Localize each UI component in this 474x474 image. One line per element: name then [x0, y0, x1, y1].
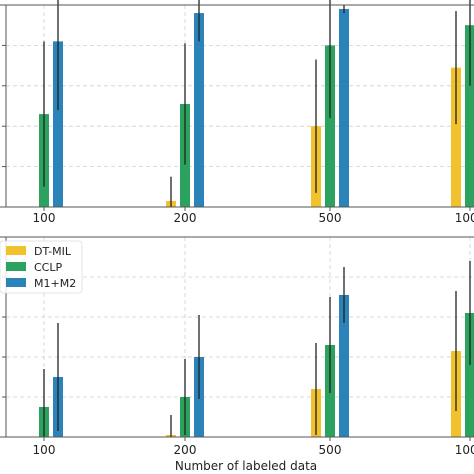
bar-m1-m2-100	[53, 41, 63, 207]
bar-cclp-500	[325, 45, 335, 208]
x-tick-label-100: 100	[33, 443, 56, 457]
bottom-bar-chart: 100 200 500 1000	[0, 236, 474, 457]
legend: DT-MIL CCLP M1+M2	[0, 240, 83, 294]
x-tick-label-500: 500	[319, 443, 342, 457]
legend-label-1: CCLP	[34, 261, 62, 274]
legend-label-2: M1+M2	[34, 277, 76, 290]
legend-swatch-1	[6, 262, 26, 271]
x-tick-label-200: 200	[174, 443, 197, 457]
legend-swatch-0	[6, 246, 26, 255]
top-bar-chart: 100 200 500 1000	[0, 0, 474, 225]
bar-m1-m2-500	[339, 295, 349, 437]
x-tick-label-200: 200	[174, 211, 197, 225]
x-tick-label-1000: 1000	[455, 211, 474, 225]
x-tick-label-500: 500	[319, 211, 342, 225]
legend-swatch-2	[6, 278, 26, 287]
bar-cclp-1000	[465, 313, 474, 437]
bar-cclp-1000	[465, 25, 474, 208]
bar-m1-m2-500	[339, 9, 349, 208]
x-axis-label: Number of labeled data	[175, 459, 317, 473]
x-tick-label-100: 100	[33, 211, 56, 225]
legend-label-0: DT-MIL	[34, 245, 72, 258]
bar-dt-mil-1000	[451, 67, 461, 208]
x-tick-label-1000: 1000	[455, 443, 474, 457]
bar-m1-m2-200	[194, 13, 204, 207]
